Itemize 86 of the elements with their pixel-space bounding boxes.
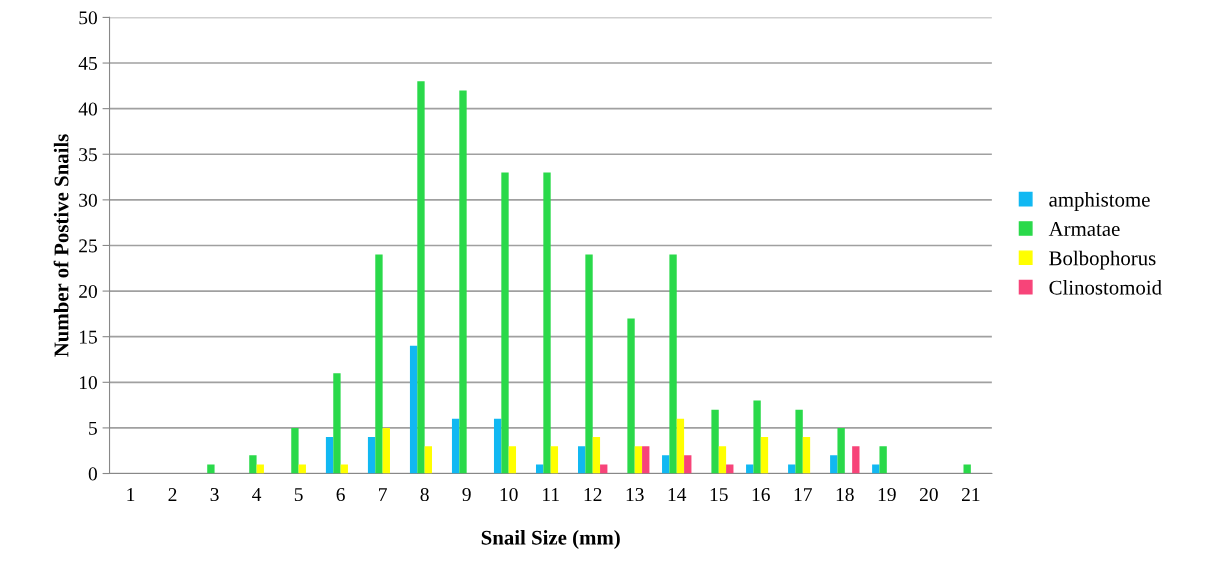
bar — [409, 345, 418, 474]
x-tick-label: 21 — [961, 488, 980, 501]
x-tick-label: 10 — [500, 487, 518, 502]
bar — [879, 446, 887, 474]
bar — [578, 446, 586, 474]
bar — [291, 427, 299, 474]
bar — [451, 418, 460, 474]
x-tick-label: 20 — [919, 487, 938, 502]
x-tick-label: 11 — [543, 488, 559, 501]
bar — [830, 455, 838, 474]
bar — [207, 464, 215, 474]
legend-label: Armatae — [1048, 222, 1120, 237]
bar — [684, 455, 692, 474]
y-tick-label: 35 — [79, 148, 97, 162]
bar — [256, 464, 264, 474]
x-tick-label: 2 — [168, 488, 177, 501]
bar — [662, 455, 670, 474]
bar — [802, 437, 811, 474]
bar — [550, 446, 559, 474]
bar — [424, 446, 432, 474]
legend-label: Clinostomoid — [1049, 279, 1162, 295]
x-tick-label: 12 — [584, 488, 602, 501]
bar — [382, 427, 390, 474]
x-tick-label: 6 — [336, 488, 345, 502]
bar — [634, 446, 643, 474]
y-tick-label: 25 — [79, 239, 97, 253]
bar — [711, 409, 719, 474]
bar — [600, 464, 608, 474]
bar — [493, 418, 502, 474]
x-tick-label: 13 — [626, 488, 644, 502]
y-tick-label: 45 — [78, 56, 97, 70]
x-tick-label: 17 — [794, 488, 812, 501]
bar — [585, 254, 593, 474]
bar — [872, 464, 880, 474]
bar — [726, 464, 734, 474]
bar — [788, 464, 796, 474]
bar — [417, 81, 425, 474]
bar — [508, 446, 517, 474]
bar — [340, 464, 348, 474]
bar — [298, 464, 306, 474]
y-tick-label: 50 — [79, 11, 97, 25]
y-tick-label: 40 — [78, 102, 97, 116]
legend-label: amphistome — [1049, 192, 1150, 211]
x-axis-title: Snail Size (mm) — [481, 530, 620, 549]
bar — [375, 254, 383, 474]
bar — [746, 464, 754, 474]
x-tick-label: 4 — [252, 488, 262, 501]
bar — [543, 172, 551, 474]
y-tick-label: 5 — [89, 421, 97, 435]
bar — [795, 409, 803, 474]
y-tick-label: 20 — [79, 284, 97, 299]
bar — [459, 90, 467, 474]
bar — [249, 455, 257, 474]
y-tick-label: 15 — [79, 330, 97, 344]
bar — [669, 254, 677, 474]
bar — [642, 446, 650, 474]
x-tick-label: 16 — [752, 488, 770, 502]
y-tick-label: 10 — [79, 376, 97, 390]
x-tick-label: 5 — [294, 488, 303, 502]
x-tick-label: 15 — [710, 488, 728, 502]
x-tick-label: 18 — [836, 487, 854, 502]
bar — [501, 172, 509, 474]
bar — [333, 373, 341, 474]
bar — [837, 427, 845, 474]
bar — [963, 464, 971, 474]
y-tick-label: 0 — [88, 467, 97, 481]
bar — [753, 400, 761, 474]
x-tick-label: 7 — [379, 488, 387, 501]
bar — [367, 437, 376, 474]
bar — [592, 437, 601, 474]
x-tick-label: 1 — [127, 488, 135, 501]
bar — [535, 464, 544, 474]
bar — [718, 446, 727, 474]
bar — [627, 318, 635, 474]
y-axis-title: Number of Postive Snails — [53, 134, 69, 357]
x-tick-label: 8 — [420, 487, 429, 502]
x-tick-label: 14 — [668, 488, 687, 501]
x-tick-label: 9 — [462, 488, 471, 502]
bar — [852, 446, 860, 474]
bar — [760, 437, 769, 474]
x-tick-label: 19 — [878, 488, 896, 502]
y-tick-label: 30 — [79, 193, 97, 207]
bar — [325, 437, 334, 474]
bar — [676, 418, 685, 474]
legend-label: Bolbophorus — [1049, 250, 1156, 270]
x-tick-label: 3 — [210, 488, 219, 502]
